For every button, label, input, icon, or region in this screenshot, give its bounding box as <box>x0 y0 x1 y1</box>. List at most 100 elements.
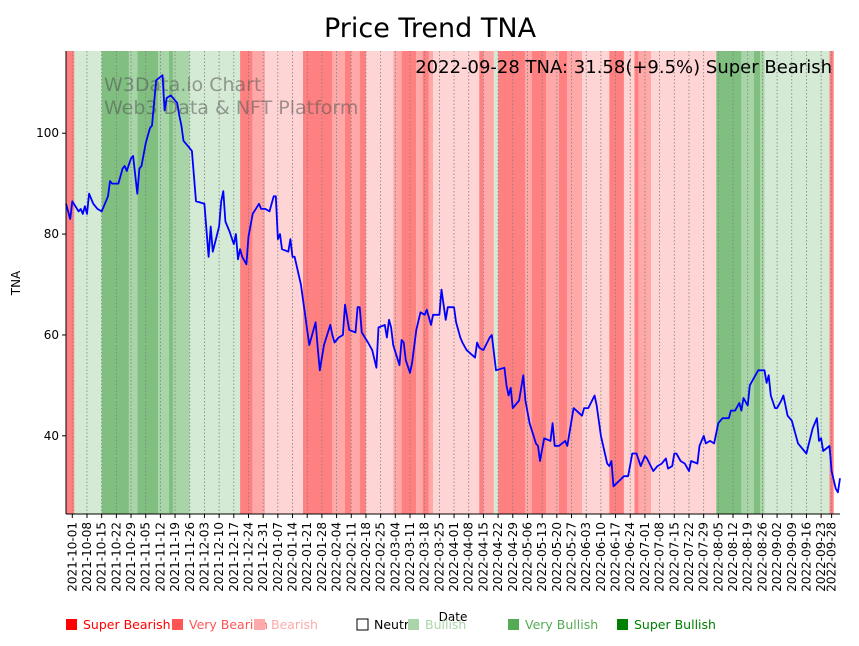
sentiment-band-very_bearish <box>558 51 568 514</box>
x-tick-label: 2022-05-20 <box>550 522 564 592</box>
legend-swatch <box>408 619 419 630</box>
sentiment-band-bearish <box>351 51 360 514</box>
x-tick-label: 2021-12-17 <box>227 522 241 592</box>
x-tick-label: 2021-10-29 <box>124 522 138 592</box>
sentiment-band-very_bearish <box>479 51 484 514</box>
x-tick-label: 2022-08-12 <box>726 522 740 592</box>
sentiment-band-bearish <box>332 51 345 514</box>
legend-item-super-bullish: Super Bullish <box>617 617 716 632</box>
x-tick-label: 2021-12-03 <box>197 522 211 592</box>
x-tick-label: 2022-03-04 <box>388 522 402 592</box>
x-tick-label: 2022-02-25 <box>374 522 388 592</box>
x-tick-label: 2022-01-14 <box>286 522 300 592</box>
legend-item-super-bearish: Super Bearish <box>66 617 171 632</box>
sentiment-band-bearish <box>252 51 266 514</box>
sentiment-band-bullish <box>189 51 241 514</box>
sentiment-band-bearish <box>525 51 532 514</box>
x-tick-label: 2022-05-13 <box>535 522 549 592</box>
x-tick-label: 2022-01-07 <box>271 522 285 592</box>
x-tick-label: 2021-10-08 <box>80 522 94 592</box>
sentiment-band-neutral <box>623 51 635 514</box>
legend-swatch <box>617 619 628 630</box>
sentiment-band-bullish_mid <box>158 51 169 514</box>
watermark-line-1: W3Data.io Chart <box>104 74 261 96</box>
legend-label: Very Bullish <box>525 617 598 632</box>
sentiment-band-very_bearish <box>401 51 417 514</box>
y-ticks: 40 60 80 100 <box>36 126 66 443</box>
legend-item-very-bearish: Very Bearish <box>172 617 268 632</box>
x-tick-label: 2022-04-08 <box>462 522 476 592</box>
x-tick-label: 2022-09-28 <box>825 522 839 592</box>
sentiment-band-very_bearish <box>303 51 333 514</box>
x-tick-label: 2022-03-25 <box>432 522 446 592</box>
x-tick-label: 2022-09-09 <box>785 522 799 592</box>
x-tick-label: 2021-12-10 <box>212 522 226 592</box>
latest-price-annotation: 2022-09-28 TNA: 31.58(+9.5%) Super Beari… <box>415 57 832 78</box>
chart-title: Price Trend TNA <box>324 13 537 44</box>
legend-swatch <box>356 618 369 631</box>
y-tick-label: 80 <box>44 227 59 241</box>
x-tick-label: 2022-09-16 <box>799 522 813 592</box>
sentiment-band-bullish_mid <box>128 51 138 514</box>
x-tick-label: 2022-07-29 <box>697 522 711 592</box>
legend-item-bullish: Bullish <box>408 617 466 632</box>
x-tick-label: 2022-04-01 <box>447 522 461 592</box>
x-tick-label: 2021-10-15 <box>95 522 109 592</box>
y-axis-label: TNA <box>9 270 23 296</box>
x-tick-label: 2021-10-22 <box>109 522 123 592</box>
x-tick-label: 2022-01-21 <box>300 522 314 592</box>
x-tick-label: 2022-08-26 <box>755 522 769 592</box>
x-tick-label: 2022-09-23 <box>814 522 828 592</box>
sentiment-band-bearish <box>393 51 402 514</box>
x-tick-label: 2022-05-27 <box>565 522 579 592</box>
x-tick-label: 2022-07-01 <box>638 522 652 592</box>
sentiment-band-very_bearish <box>344 51 352 514</box>
sentiment-band-bullish <box>764 51 830 514</box>
sentiment-band-bearish <box>428 51 434 514</box>
x-tick-label: 2022-07-15 <box>667 522 681 592</box>
x-tick-label: 2022-04-22 <box>491 522 505 592</box>
sentiment-band-neutral <box>651 51 717 514</box>
x-tick-label: 2022-02-11 <box>344 522 358 592</box>
x-tick-label: 2022-08-05 <box>711 522 725 592</box>
legend-item-bearish: Bearish <box>254 617 318 632</box>
x-tick-label: 2021-11-12 <box>153 522 167 592</box>
x-tick-label: 2022-07-08 <box>653 522 667 592</box>
sentiment-band-very_bearish <box>240 51 253 514</box>
x-tick-label: 2022-03-11 <box>403 522 417 592</box>
x-tick-label: 2021-11-19 <box>168 522 182 592</box>
sentiment-band-neutral <box>365 51 394 514</box>
sentiment-band-very_bullish <box>137 51 159 514</box>
x-tick-label: 2022-06-17 <box>609 522 623 592</box>
sentiment-band-bullish_mid <box>172 51 190 514</box>
sentiment-band-bearish <box>567 51 582 514</box>
sentiment-band-very_bearish <box>422 51 429 514</box>
x-tick-label: 2021-10-01 <box>65 522 79 592</box>
legend-label: Bullish <box>425 617 466 632</box>
sentiment-band-very_bullish <box>168 51 173 514</box>
x-tick-label: 2021-11-05 <box>139 522 153 592</box>
legend-label: Super Bearish <box>83 617 171 632</box>
legend-label: Bearish <box>271 617 318 632</box>
legend-label: Super Bullish <box>634 617 716 632</box>
axes <box>65 51 840 515</box>
x-ticks: 2021-10-01 2021-10-08 2021-10-15 2021-10-22… <box>65 514 839 592</box>
sentiment-band-very_bearish <box>609 51 624 514</box>
sentiment-bands <box>66 51 834 514</box>
sentiment-band-bullish <box>74 51 102 514</box>
legend-item-very-bullish: Very Bullish <box>508 617 598 632</box>
y-tick-label: 40 <box>44 429 59 443</box>
x-tick-label: 2021-12-31 <box>256 522 270 592</box>
x-tick-label: 2022-02-18 <box>359 522 373 592</box>
x-axis-label: Date <box>439 610 468 624</box>
legend-swatch <box>66 619 77 630</box>
sentiment-band-bearish <box>546 51 559 514</box>
x-tick-label: 2022-03-18 <box>418 522 432 592</box>
legend-swatch <box>172 619 183 630</box>
x-tick-label: 2022-06-10 <box>594 522 608 592</box>
price-line <box>65 74 841 494</box>
legend-label: Very Bearish <box>189 617 268 632</box>
y-tick-label: 100 <box>36 126 59 140</box>
sentiment-band-neutral <box>265 51 304 514</box>
